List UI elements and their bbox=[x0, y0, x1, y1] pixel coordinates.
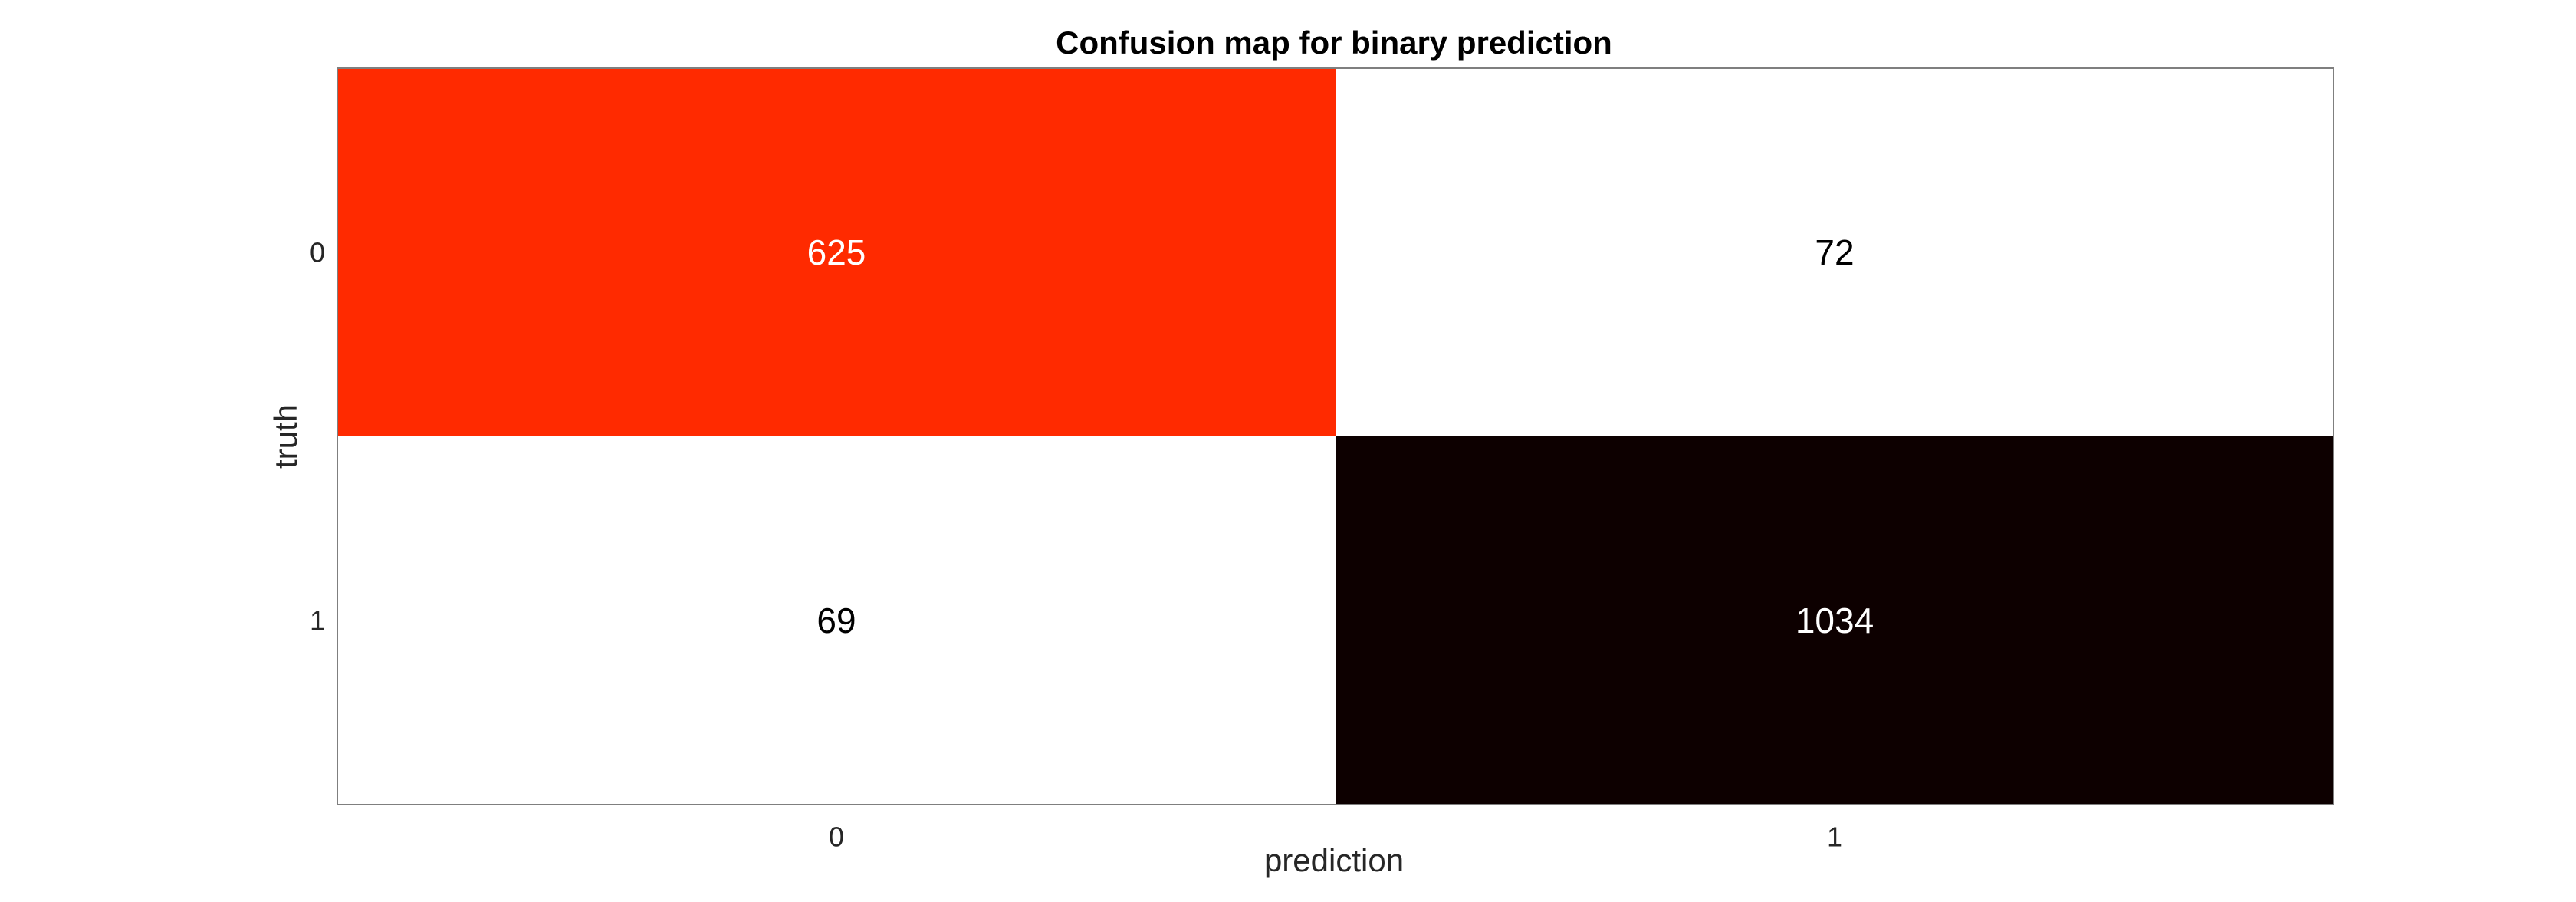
axis-tick-labels: 0 1 0 1 bbox=[310, 237, 1842, 853]
cell-value-label-r0-c1: 72 bbox=[1815, 232, 1854, 272]
plot-frame bbox=[337, 67, 2334, 805]
heatmap-cell-r0-c1 bbox=[1336, 68, 2334, 436]
x-tick-label: 0 bbox=[829, 821, 844, 853]
cell-value-label-r1-c1: 1034 bbox=[1796, 601, 1874, 640]
cell-value-label-r1-c0: 69 bbox=[816, 601, 856, 640]
cell-value-label-r0-c0: 625 bbox=[807, 232, 866, 272]
heatmap-cells bbox=[337, 68, 2334, 805]
y-tick-label: 0 bbox=[310, 237, 325, 268]
heatmap-cell-r0-c0 bbox=[337, 68, 1336, 436]
heatmap-cell-r1-c0 bbox=[337, 436, 1336, 805]
heatmap-cell-r1-c1 bbox=[1336, 436, 2334, 805]
y-tick-label: 1 bbox=[310, 605, 325, 637]
chart-title: Confusion map for binary prediction bbox=[1056, 25, 1612, 61]
x-axis-label: prediction bbox=[1264, 842, 1404, 878]
x-tick-label: 1 bbox=[1827, 821, 1842, 853]
y-axis-label: truth bbox=[268, 404, 304, 469]
cell-value-labels: 625 72 69 1034 bbox=[807, 232, 1875, 640]
